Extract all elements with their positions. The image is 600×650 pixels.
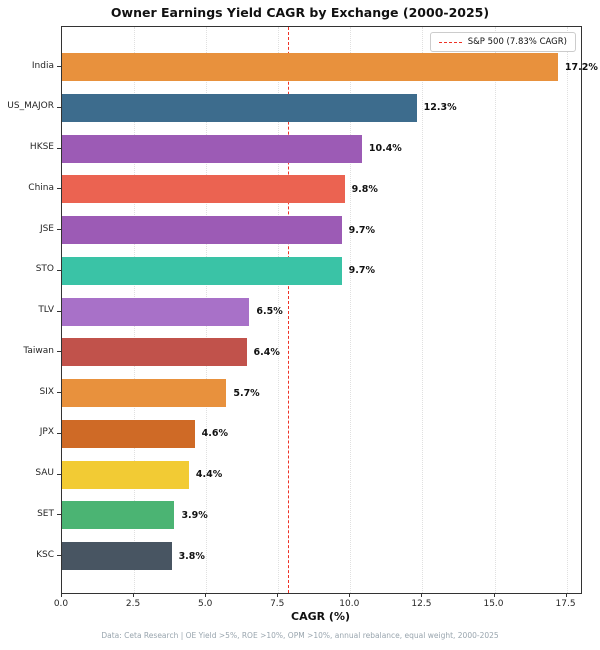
x-tick-label-5.0: 5.0 — [197, 599, 213, 609]
y-tick-label-jse: JSE — [39, 223, 54, 234]
value-label-jse: 9.7% — [348, 224, 376, 236]
x-axis-label: CAGR (%) — [291, 610, 350, 623]
y-tick-mark — [57, 269, 61, 271]
x-tick-mark — [493, 593, 495, 597]
chart-title: Owner Earnings Yield CAGR by Exchange (2… — [110, 5, 490, 20]
gridline — [566, 27, 568, 593]
bar-six — [62, 379, 227, 407]
value-label-india: 17.2% — [564, 61, 598, 73]
y-tick-mark — [57, 555, 61, 556]
dashed-line-icon — [438, 41, 462, 43]
x-tick-mark — [61, 593, 62, 597]
x-tick-label-0.0: 0.0 — [53, 599, 69, 609]
bar-ksc — [62, 542, 172, 570]
gridline — [350, 27, 352, 593]
x-tick-mark — [205, 593, 207, 597]
x-tick-mark — [349, 593, 351, 597]
gridline — [494, 27, 496, 593]
bar-jse — [62, 216, 342, 244]
bar-set — [62, 501, 175, 530]
x-tick-mark — [565, 593, 567, 597]
bar-taiwan — [62, 338, 247, 367]
y-tick-mark — [57, 351, 61, 353]
value-label-tlv: 6.5% — [256, 306, 283, 317]
legend-label: S&P 500 (7.83% CAGR) — [467, 37, 567, 47]
y-tick-label-sto: STO — [35, 264, 54, 275]
gridline — [422, 27, 424, 593]
gridline — [278, 27, 280, 593]
value-label-taiwan: 6.4% — [253, 346, 280, 358]
y-tick-label-taiwan: Taiwan — [23, 345, 54, 356]
legend: S&P 500 (7.83% CAGR) — [429, 32, 576, 52]
x-tick-label-2.5: 2.5 — [125, 599, 141, 609]
x-tick-label-17.5: 17.5 — [555, 599, 576, 609]
value-label-six: 5.7% — [233, 387, 260, 399]
plot-area: S&P 500 (7.83% CAGR) 17.2% 12.3% 10.4% 9.8%… — [61, 26, 598, 594]
source-note: Data: Ceta Research | OE Yield >5%, ROE … — [101, 631, 499, 640]
y-tick-mark — [57, 310, 61, 312]
y-tick-label-us_major: US_MAJOR — [7, 101, 54, 112]
bar-jpx — [62, 419, 195, 448]
y-tick-mark — [57, 66, 61, 67]
y-tick-mark — [57, 473, 61, 475]
x-tick-mark — [277, 593, 279, 597]
bar-us_major — [62, 93, 417, 122]
value-label-jpx: 4.6% — [201, 428, 228, 440]
y-tick-mark — [57, 514, 61, 516]
y-tick-label-set: SET — [37, 508, 54, 519]
value-label-us_major: 12.3% — [423, 102, 457, 114]
bar-hkse — [62, 134, 362, 163]
bar-sau — [62, 460, 189, 489]
y-tick-mark — [57, 392, 61, 393]
value-label-ksc: 3.8% — [178, 550, 205, 562]
bar-china — [62, 175, 345, 204]
y-tick-mark — [57, 229, 61, 230]
x-tick-label-15.0: 15.0 — [483, 599, 504, 609]
x-tick-label-7.5: 7.5 — [270, 599, 285, 609]
y-tick-label-jpx: JPX — [39, 427, 54, 438]
value-label-hkse: 10.4% — [368, 143, 402, 154]
value-label-set: 3.9% — [181, 509, 208, 521]
y-tick-label-six: SIX — [39, 386, 54, 397]
y-tick-label-ksc: KSC — [36, 549, 54, 560]
x-tick-label-12.5: 12.5 — [411, 599, 432, 609]
y-tick-label-tlv: TLV — [38, 305, 54, 315]
benchmark-line-sp500 — [287, 27, 289, 593]
y-tick-mark — [57, 106, 61, 108]
y-tick-label-china: China — [28, 182, 54, 193]
bar-india — [62, 53, 558, 81]
x-tick-label-10.0: 10.0 — [339, 599, 360, 609]
value-label-sau: 4.4% — [195, 469, 223, 480]
y-tick-mark — [57, 188, 61, 190]
y-tick-mark — [57, 147, 61, 149]
x-tick-mark — [421, 593, 423, 597]
bar-sto — [62, 256, 342, 285]
bar-tlv — [62, 297, 250, 326]
value-label-sto: 9.7% — [348, 265, 376, 277]
x-tick-mark — [133, 593, 135, 597]
y-tick-label-hkse: HKSE — [29, 142, 54, 152]
value-label-china: 9.8% — [351, 183, 378, 195]
y-tick-mark — [57, 432, 61, 434]
y-tick-label-india: India — [31, 60, 54, 71]
y-tick-label-sau: SAU — [35, 468, 54, 478]
